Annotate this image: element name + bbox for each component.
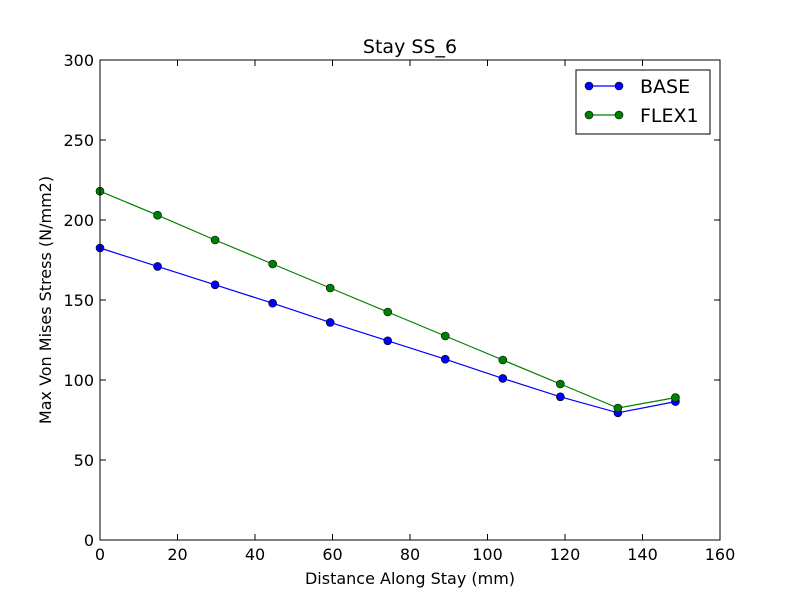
data-point-flex1 [153,210,162,220]
data-point-base [268,298,277,308]
data-point-flex1 [268,259,277,269]
y-tick-label: 250 [63,131,94,150]
x-tick-label: 100 [472,545,503,564]
data-point-flex1 [498,355,508,365]
legend-marker-base [614,81,624,91]
x-tick-label: 120 [550,545,581,564]
y-tick-label: 0 [84,531,94,550]
x-tick-label: 60 [322,545,342,564]
data-point-flex1 [671,393,680,402]
data-point-base [498,374,508,383]
y-tick-label: 50 [74,451,94,470]
plot-area: 0 20 40 60 80 100 120 140 160 0 50 100 150 200 250 300 [63,51,735,564]
x-tick-label: 140 [627,545,658,564]
x-tick-label: 20 [167,545,187,564]
x-tick-label: 160 [705,545,736,564]
y-tick-label: 300 [63,51,94,70]
data-point-flex1 [210,235,220,245]
data-point-base [210,280,220,290]
legend-label-base: BASE [640,76,690,98]
y-tick-label: 200 [63,211,94,230]
legend: BASE FLEX1 [575,69,711,135]
data-point-flex1 [383,307,393,317]
data-point-flex1 [440,331,450,341]
x-tick-label: 80 [400,545,420,564]
data-point-flex1 [325,283,335,293]
data-point-base [383,336,393,346]
legend-marker-flex1 [584,110,594,120]
x-tick-label: 40 [245,545,265,564]
data-point-base [556,392,565,402]
legend-box [575,69,711,135]
legend-marker-flex1 [614,110,624,120]
chart-title: Stay SS_6 [363,36,457,58]
data-point-flex1 [556,379,565,389]
legend-label-flex1: FLEX1 [640,105,699,127]
y-axis-label: Max Von Mises Stress (N/mm2) [36,176,55,424]
legend-marker-base [584,81,594,91]
data-point-base [440,354,450,364]
y-tick-label: 150 [63,291,94,310]
y-tick-label: 100 [63,371,94,390]
data-point-base [325,318,335,327]
data-point-base [153,262,162,271]
data-point-flex1 [613,403,623,413]
x-axis-label: Distance Along Stay (mm) [305,569,515,588]
x-tick-label: 0 [95,545,105,564]
